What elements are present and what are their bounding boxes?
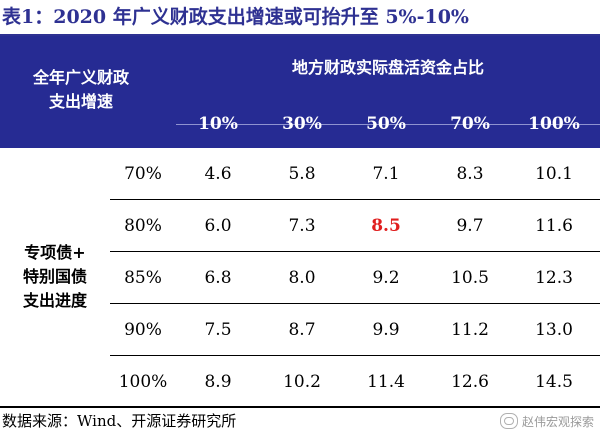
row-group-label-text: 专项债+ 特别国债 支出进度	[5, 241, 105, 313]
table-cell: 7.3	[288, 215, 316, 236]
table-cell: 6.8	[204, 267, 232, 288]
row-rate: 100%	[118, 371, 168, 392]
wechat-icon	[499, 413, 518, 429]
table-cell: 7.5	[204, 319, 232, 340]
table-cell: 13.0	[535, 319, 573, 340]
table-cell: 12.6	[451, 371, 489, 392]
table-cell: 5.8	[288, 163, 316, 184]
row-divider	[110, 355, 600, 356]
table-cell: 11.2	[451, 319, 489, 340]
table-row: 80% 6.0 7.3 8.5 9.7 11.6	[110, 200, 600, 251]
table-cell: 11.6	[535, 215, 573, 236]
table-cell: 11.4	[367, 371, 405, 392]
row-group-label-line: 支出进度	[22, 291, 87, 310]
row-rate: 70%	[124, 163, 162, 184]
table-cell: 9.7	[456, 215, 484, 236]
watermark: 赵伟宏观探索	[499, 410, 594, 432]
corner-header-line: 全年广义财政	[32, 68, 129, 87]
table-cell: 4.6	[204, 163, 232, 184]
table-body: 专项债+ 特别国债 支出进度 70% 4.6 5.8 7.1 8.3 10.1 …	[0, 148, 600, 406]
table-row: 70% 4.6 5.8 7.1 8.3 10.1	[110, 148, 600, 199]
row-rate: 80%	[124, 215, 162, 236]
table-cell: 14.5	[535, 371, 573, 392]
column-header: 100%	[528, 114, 580, 134]
table-cell: 8.3	[456, 163, 484, 184]
row-divider	[110, 199, 600, 200]
column-header: 50%	[366, 114, 406, 134]
table-cell: 10.1	[535, 163, 573, 184]
group-header-underline	[176, 124, 600, 125]
corner-header-line: 支出增速	[48, 92, 113, 111]
table-header: 全年广义财政 支出增速 地方财政实际盘活资金占比 10% 30% 50% 70%…	[0, 36, 600, 148]
table-title: 表1：2020 年广义财政支出增速或可抬升至 5%-10%	[2, 6, 469, 28]
table-cell: 9.9	[372, 319, 400, 340]
table-cell: 8.9	[204, 371, 232, 392]
group-header: 地方财政实际盘活资金占比	[291, 58, 484, 77]
table-cell: 10.5	[451, 267, 489, 288]
row-rate: 85%	[124, 267, 162, 288]
table-row: 100% 8.9 10.2 11.4 12.6 14.5	[110, 356, 600, 407]
bottom-rule	[0, 406, 600, 408]
table-cell: 12.3	[535, 267, 573, 288]
table-cell: 6.0	[204, 215, 232, 236]
table-cell: 8.0	[288, 267, 316, 288]
column-header: 70%	[450, 114, 490, 134]
column-header: 30%	[282, 114, 322, 134]
row-rate: 90%	[124, 319, 162, 340]
table-cell: 10.2	[283, 371, 321, 392]
watermark-text: 赵伟宏观探索	[521, 414, 594, 429]
table-row: 85% 6.8 8.0 9.2 10.5 12.3	[110, 252, 600, 303]
table-row: 90% 7.5 8.7 9.9 11.2 13.0	[110, 304, 600, 355]
row-divider	[110, 251, 600, 252]
table-cell: 8.7	[288, 319, 316, 340]
row-group-label: 专项债+ 特别国债 支出进度	[0, 148, 110, 406]
title-rule	[0, 34, 600, 36]
source-note: 数据来源：Wind、开源证券研究所	[2, 412, 237, 430]
table-cell: 9.2	[372, 267, 400, 288]
row-group-label-line: 特别国债	[22, 267, 87, 286]
table-cell: 7.1	[372, 163, 400, 184]
highlighted-cell: 8.5	[371, 215, 401, 236]
row-group-label-line: 专项债+	[24, 243, 86, 262]
row-divider	[110, 303, 600, 304]
corner-header: 全年广义财政 支出增速	[0, 66, 162, 114]
column-header: 10%	[198, 114, 238, 134]
